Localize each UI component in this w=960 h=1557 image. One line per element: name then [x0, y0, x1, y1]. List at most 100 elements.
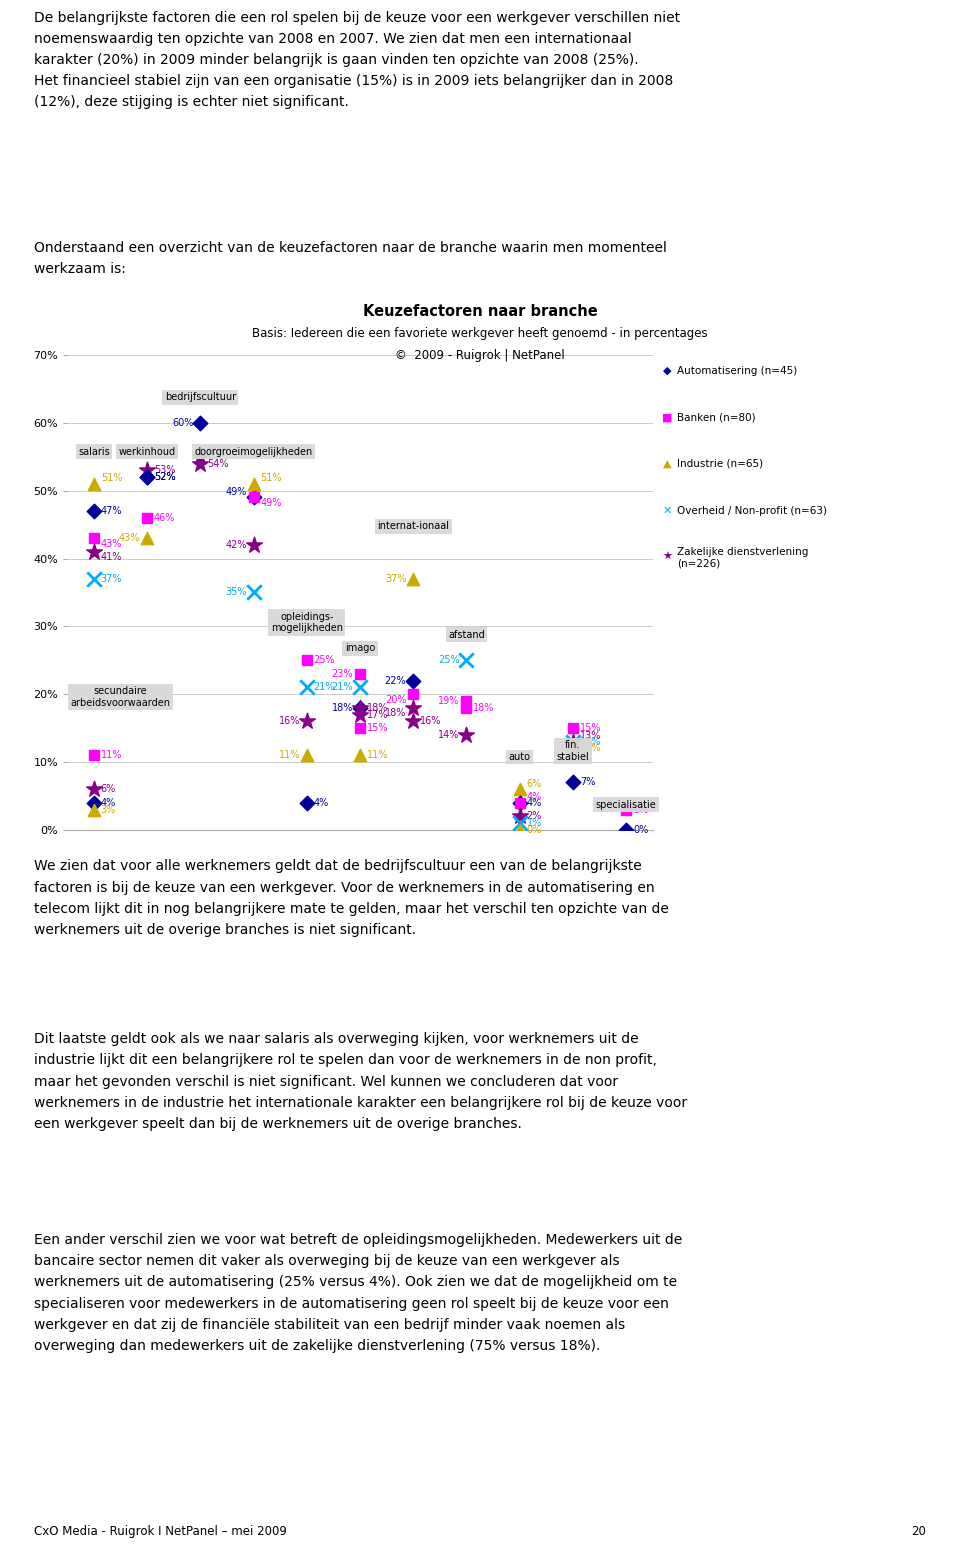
Point: [300, 791, 315, 816]
Text: 4%: 4%: [527, 797, 541, 808]
Text: 12%: 12%: [580, 744, 601, 754]
Text: 43%: 43%: [119, 532, 140, 543]
Text: 0%: 0%: [527, 825, 541, 835]
Point: [86, 498, 102, 523]
Text: 47%: 47%: [101, 506, 122, 515]
Point: [246, 472, 261, 497]
Text: 16%: 16%: [420, 716, 442, 726]
Text: 11%: 11%: [101, 750, 122, 760]
Point: [352, 743, 368, 768]
Text: Automatisering (n=45): Automatisering (n=45): [677, 366, 797, 375]
Text: 15%: 15%: [367, 722, 389, 733]
Text: 1%: 1%: [527, 817, 541, 828]
Text: 20: 20: [912, 1526, 926, 1538]
Text: CxO Media - Ruigrok I NetPanel – mei 2009: CxO Media - Ruigrok I NetPanel – mei 200…: [34, 1526, 286, 1538]
Text: 22%: 22%: [385, 676, 406, 685]
Point: [565, 716, 581, 741]
Point: [405, 708, 420, 733]
Text: Banken (n=80): Banken (n=80): [677, 413, 756, 422]
Text: 37%: 37%: [385, 575, 406, 584]
Text: 21%: 21%: [314, 682, 335, 693]
Point: [618, 817, 634, 842]
Text: 4%: 4%: [101, 797, 116, 808]
Point: [565, 729, 581, 754]
Text: 17%: 17%: [367, 710, 389, 719]
Point: [193, 452, 208, 476]
Point: [352, 676, 368, 701]
Point: [139, 506, 155, 531]
Text: salaris: salaris: [78, 447, 109, 456]
Text: Dit laatste geldt ook als we naar salaris als overweging kijken, voor werknemers: Dit laatste geldt ook als we naar salari…: [34, 1032, 686, 1130]
Text: opleidings-
mogelijkheden: opleidings- mogelijkheden: [271, 612, 343, 634]
Point: [459, 688, 474, 713]
Point: [246, 486, 261, 511]
Point: [565, 736, 581, 761]
Text: ◆: ◆: [663, 366, 671, 375]
Text: 43%: 43%: [101, 539, 122, 548]
Point: [139, 464, 155, 489]
Point: [405, 682, 420, 707]
Point: [459, 722, 474, 747]
Text: 3%: 3%: [633, 805, 648, 814]
Text: 6%: 6%: [101, 785, 116, 794]
Text: internat­ionaal: internat­ionaal: [377, 522, 449, 531]
Point: [352, 696, 368, 721]
Text: 54%: 54%: [207, 459, 228, 469]
Text: 4%: 4%: [527, 793, 541, 802]
Point: [139, 458, 155, 483]
Point: [86, 526, 102, 551]
Text: specialisatie: specialisatie: [596, 800, 657, 810]
Text: imago: imago: [345, 643, 375, 654]
Point: [512, 791, 527, 816]
Text: auto: auto: [509, 752, 531, 761]
Text: 11%: 11%: [367, 750, 388, 760]
Text: bedrijfscultuur: bedrijfscultuur: [165, 392, 236, 403]
Text: secundaire
arbeidsvoorwaarden: secundaire arbeidsvoorwaarden: [70, 687, 171, 708]
Text: ■: ■: [662, 413, 672, 422]
Text: 51%: 51%: [101, 473, 122, 484]
Point: [352, 716, 368, 741]
Point: [405, 696, 420, 721]
Point: [139, 464, 155, 489]
Text: De belangrijkste factoren die een rol spelen bij de keuze voor een werkgever ver: De belangrijkste factoren die een rol sp…: [34, 11, 680, 109]
Text: 46%: 46%: [154, 512, 176, 523]
Text: 19%: 19%: [438, 696, 460, 705]
Point: [352, 662, 368, 687]
Text: Onderstaand een overzicht van de keuzefactoren naar de branche waarin men moment: Onderstaand een overzicht van de keuzefa…: [34, 241, 666, 277]
Point: [512, 803, 527, 828]
Text: ▲: ▲: [663, 459, 671, 469]
Text: Overheid / Non-profit (n=63): Overheid / Non-profit (n=63): [677, 506, 827, 515]
Text: 52%: 52%: [154, 472, 176, 483]
Text: afstand: afstand: [448, 631, 485, 640]
Text: 23%: 23%: [331, 670, 353, 679]
Point: [300, 648, 315, 673]
Text: fin.
stabiel: fin. stabiel: [557, 741, 589, 761]
Text: 2%: 2%: [527, 811, 542, 821]
Text: ★: ★: [662, 553, 672, 562]
Point: [459, 648, 474, 673]
Point: [86, 567, 102, 592]
Point: [352, 702, 368, 727]
Text: 3%: 3%: [101, 805, 116, 814]
Text: 49%: 49%: [226, 487, 247, 497]
Text: Zakelijke dienstverlening
(n=226): Zakelijke dienstverlening (n=226): [677, 547, 808, 568]
Point: [405, 567, 420, 592]
Point: [512, 817, 527, 842]
Text: 21%: 21%: [331, 682, 353, 693]
Text: 25%: 25%: [438, 655, 460, 665]
Text: 15%: 15%: [580, 722, 601, 733]
Point: [300, 743, 315, 768]
Text: werkinhoud: werkinhoud: [118, 447, 176, 456]
Text: 41%: 41%: [101, 553, 122, 562]
Point: [405, 668, 420, 693]
Point: [193, 411, 208, 436]
Text: 7%: 7%: [580, 777, 595, 788]
Text: Basis: Iedereen die een favoriete werkgever heeft genoemd - in percentages: Basis: Iedereen die een favoriete werkge…: [252, 327, 708, 339]
Text: ©  2009 - Ruigrok | NetPanel: © 2009 - Ruigrok | NetPanel: [396, 349, 564, 361]
Point: [139, 526, 155, 551]
Text: 42%: 42%: [225, 540, 247, 550]
Point: [618, 797, 634, 822]
Text: 18%: 18%: [473, 702, 494, 713]
Point: [86, 472, 102, 497]
Point: [246, 532, 261, 557]
